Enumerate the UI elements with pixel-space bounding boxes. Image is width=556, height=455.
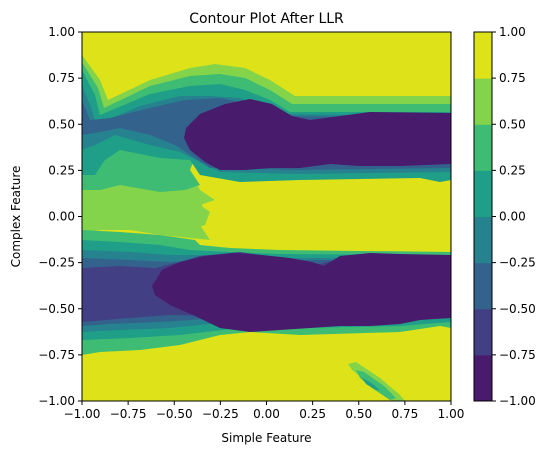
- x-tick-label: −0.75: [110, 407, 147, 421]
- colorbar-band: [474, 354, 492, 402]
- colorbar-band: [474, 124, 492, 171]
- colorbar-tick-label: −0.50: [499, 302, 536, 316]
- chart-title: Contour Plot After LLR: [189, 11, 344, 27]
- colorbar-tick-label: −1.00: [499, 394, 536, 408]
- x-axis: −1.00 −0.75 −0.50 −0.25 0.00 0.25 0.50 0.75 1.00: [64, 401, 465, 421]
- x-tick-label: 0.25: [299, 407, 326, 421]
- level-0.50-0.75-region-mid: [82, 196, 210, 240]
- x-tick-label: −0.50: [156, 407, 193, 421]
- x-tick-label: −1.00: [64, 407, 101, 421]
- y-tick-label: 0.75: [48, 71, 75, 85]
- y-axis: 1.00 0.75 0.50 0.25 0.00 −0.25 −0.50 −0.75 −1.00: [38, 25, 82, 408]
- x-tick-label: 0.50: [345, 407, 372, 421]
- y-axis-label: Complex Feature: [9, 166, 23, 268]
- x-tick-label: 1.00: [438, 407, 465, 421]
- x-axis-label: Simple Feature: [221, 431, 311, 445]
- colorbar-tick-label: −0.75: [499, 348, 536, 362]
- y-tick-label: 1.00: [48, 25, 75, 39]
- colorbar-tick-label: 0.00: [499, 210, 526, 224]
- colorbar-tick-label: 0.75: [499, 71, 526, 85]
- colorbar: [474, 32, 492, 402]
- colorbar-band: [474, 78, 492, 125]
- level-0.00-0.25-streak: [362, 378, 380, 390]
- colorbar-band: [474, 262, 492, 310]
- level-0.25-0.50-streak: [356, 370, 396, 400]
- x-tick-label: 0.75: [392, 407, 419, 421]
- y-tick-label: 0.25: [48, 163, 75, 177]
- y-tick-label: −0.25: [38, 256, 75, 270]
- x-tick-label: 0.00: [253, 407, 280, 421]
- colorbar-ticks: 1.00 0.75 0.50 0.25 0.00 −0.25 −0.50 −0.75 −1.00: [492, 25, 536, 408]
- y-tick-label: 0.00: [48, 210, 75, 224]
- colorbar-band: [474, 216, 492, 264]
- x-tick-label: −0.25: [202, 407, 239, 421]
- colorbar-band: [474, 170, 492, 217]
- y-tick-label: −0.75: [38, 348, 75, 362]
- level-neg1.00-neg0.75-band-lower: [152, 253, 451, 332]
- colorbar-band: [474, 32, 492, 79]
- colorbar-tick-label: 0.50: [499, 117, 526, 131]
- level-neg1.00-neg0.75-band-upper: [184, 99, 451, 170]
- colorbar-tick-label: 0.25: [499, 163, 526, 177]
- colorbar-band: [474, 308, 492, 356]
- colorbar-tick-label: 1.00: [499, 25, 526, 39]
- colorbar-tick-label: −0.25: [499, 256, 536, 270]
- y-tick-label: −1.00: [38, 394, 75, 408]
- y-tick-label: 0.50: [48, 117, 75, 131]
- contour-plot-area: [82, 32, 451, 401]
- y-tick-label: −0.50: [38, 302, 75, 316]
